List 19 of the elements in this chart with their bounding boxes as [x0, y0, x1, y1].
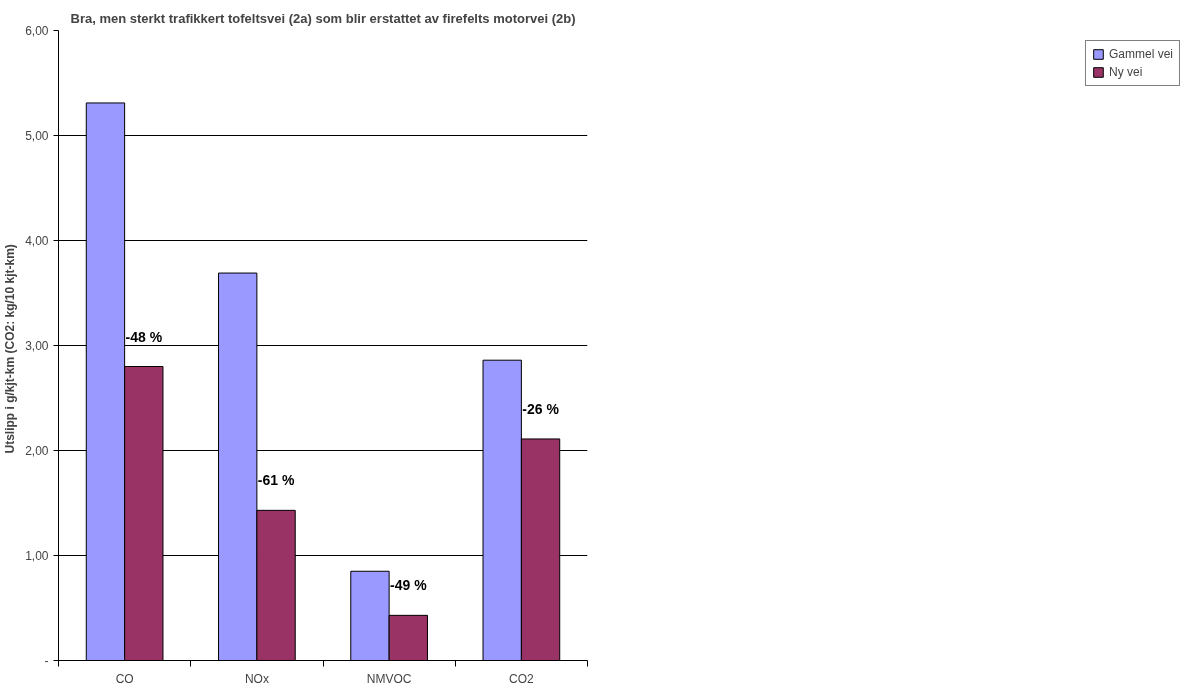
chart-title: Bra, men sterkt trafikkert tofeltsvei (2a) som blir erstattet av firefelts motorvei (2b)	[70, 10, 576, 26]
legend-label: Ny vei	[1108, 65, 1143, 79]
x-tick-label: NMVOC	[366, 671, 412, 686]
y-tick-label: 6,00	[25, 24, 49, 38]
y-tick-label: 4,00	[25, 234, 49, 248]
x-tick-label: CO	[115, 671, 134, 686]
annotation: -49 %	[390, 577, 428, 594]
y-tick-label: 5,00	[25, 129, 49, 143]
annotation: -48 %	[125, 328, 163, 345]
y-tick-label: 2,00	[25, 444, 49, 458]
y-tick-label: -	[44, 654, 49, 668]
legend-label: Gammel vei	[1108, 47, 1173, 61]
x-tick-label: CO2	[509, 671, 535, 686]
x-tick-label: NOx	[244, 671, 269, 686]
y-tick-label: 1,00	[25, 549, 49, 563]
y-axis-title: Utslipp i g/kjt-km (CO2: kg/10 kjt-km)	[3, 244, 18, 454]
y-tick-label: 3,00	[25, 339, 49, 353]
annotation: -26 %	[522, 400, 560, 417]
annotation: -61 %	[257, 472, 295, 489]
